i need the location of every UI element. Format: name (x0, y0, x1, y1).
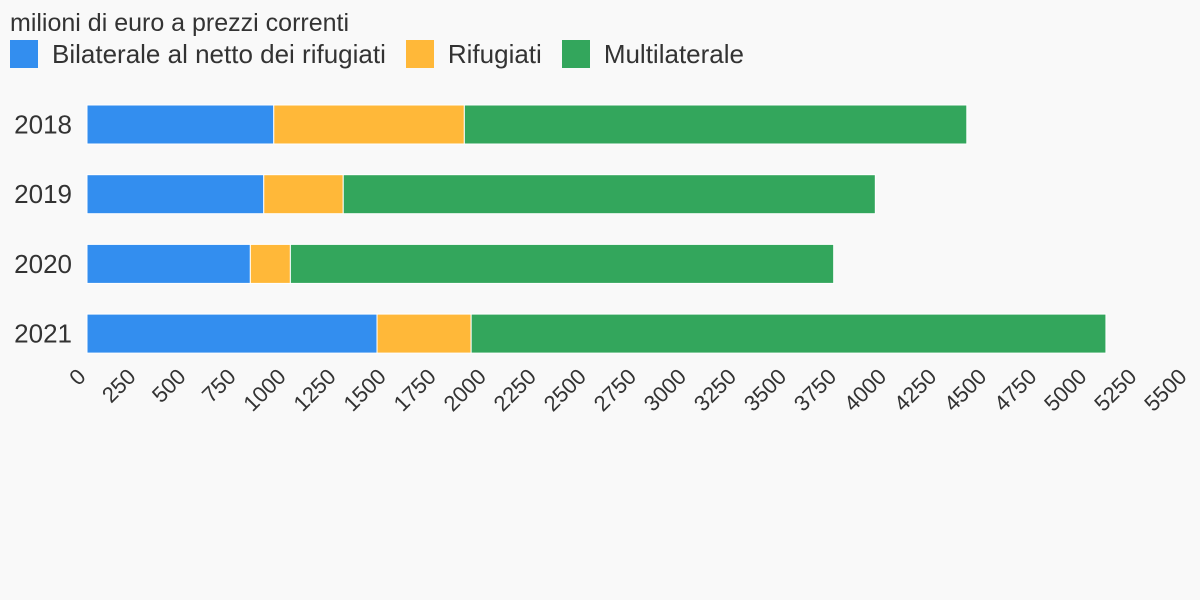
x-tick-label-500: 500 (147, 364, 191, 408)
chart-legend: Bilaterale al netto dei rifugiati Rifugi… (10, 38, 764, 70)
bar-2020-series-0[interactable] (86, 243, 251, 284)
bar-2021-series-2[interactable] (470, 313, 1107, 354)
x-tick-label-750: 750 (197, 364, 241, 408)
bar-2018-series-2[interactable] (463, 104, 968, 145)
bar-2018-series-1[interactable] (273, 104, 465, 145)
x-tick-label-0: 0 (64, 364, 90, 390)
legend-item-multilaterale[interactable]: Multilaterale (561, 38, 744, 70)
legend-label-multilaterale: Multilaterale (603, 39, 744, 69)
bar-2019-series-0[interactable] (86, 174, 265, 215)
x-tick-label-3750: 3750 (789, 364, 841, 416)
legend-swatch-bilaterale (10, 40, 38, 68)
x-tick-label-250: 250 (97, 364, 141, 408)
legend-item-bilaterale[interactable]: Bilaterale al netto dei rifugiati (10, 38, 386, 70)
x-tick-label-1750: 1750 (389, 364, 441, 416)
legend-item-rifugiati[interactable]: Rifugiati (405, 38, 542, 70)
category-label-2018: 2018 (14, 110, 72, 140)
x-tick-label-3250: 3250 (689, 364, 741, 416)
bar-2019-series-2[interactable] (342, 174, 876, 215)
legend-swatch-rifugiati (405, 40, 434, 68)
x-tick-label-4000: 4000 (839, 364, 891, 416)
x-tick-label-2500: 2500 (539, 364, 591, 416)
x-tick-label-2250: 2250 (489, 364, 541, 416)
x-tick-label-1250: 1250 (288, 364, 340, 416)
chart-subtitle: milioni di euro a prezzi correnti (10, 9, 350, 37)
bar-2018-series-0[interactable] (86, 104, 275, 145)
x-tick-label-3500: 3500 (739, 364, 791, 416)
x-tick-label-2750: 2750 (589, 364, 641, 416)
category-label-2021: 2021 (14, 319, 72, 349)
x-tick-label-4250: 4250 (889, 364, 941, 416)
x-tick-label-5500: 5500 (1139, 364, 1191, 416)
bar-2019-series-1[interactable] (263, 174, 344, 215)
x-tick-label-4750: 4750 (989, 364, 1041, 416)
bar-2020-series-1[interactable] (249, 243, 291, 284)
category-label-2020: 2020 (14, 249, 72, 279)
bar-2020-series-2[interactable] (289, 243, 835, 284)
bar-2021-series-1[interactable] (376, 313, 472, 354)
x-tick-label-5250: 5250 (1089, 364, 1141, 416)
category-label-2019: 2019 (14, 179, 72, 209)
x-tick-label-5000: 5000 (1039, 364, 1091, 416)
x-tick-label-4500: 4500 (939, 364, 991, 416)
legend-swatch-multilaterale (561, 40, 590, 68)
x-tick-label-1000: 1000 (238, 364, 290, 416)
x-tick-label-1500: 1500 (339, 364, 391, 416)
bar-2021-series-0[interactable] (86, 313, 378, 354)
legend-label-rifugiati: Rifugiati (447, 39, 542, 69)
legend-label-bilaterale: Bilaterale al netto dei rifugiati (52, 39, 386, 69)
x-tick-label-3000: 3000 (639, 364, 691, 416)
x-tick-label-2000: 2000 (439, 364, 491, 416)
